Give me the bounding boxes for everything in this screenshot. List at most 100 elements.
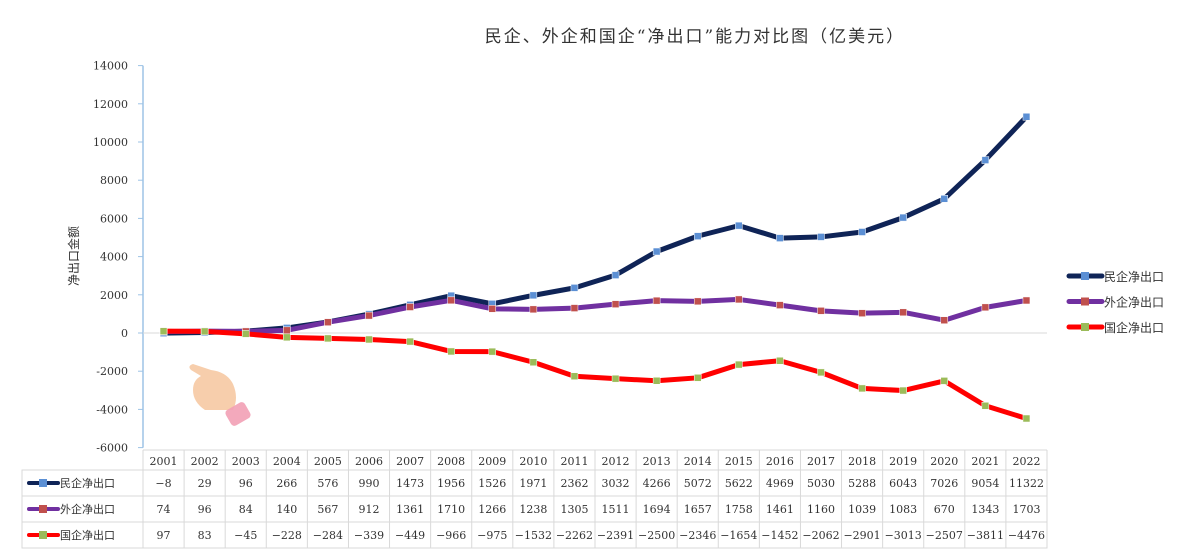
chart-title: 民企、外企和国企“净出口”能力对比图（亿美元） xyxy=(485,27,905,47)
y-tick-label: -6000 xyxy=(96,442,128,455)
data-point xyxy=(447,347,455,356)
table-cell: −284 xyxy=(313,529,343,542)
table-cell: 29 xyxy=(198,477,212,490)
table-cell: 96 xyxy=(198,503,212,516)
data-point xyxy=(858,309,866,317)
data-point xyxy=(735,221,743,230)
data-point xyxy=(529,305,538,314)
table-cell: 1657 xyxy=(684,503,712,516)
data-point xyxy=(899,213,907,222)
table-cell: 1473 xyxy=(396,477,424,490)
data-point xyxy=(159,327,168,335)
table-cell: 1361 xyxy=(396,503,424,516)
table-cell: −975 xyxy=(477,529,507,542)
data-point xyxy=(981,303,990,312)
table-row-label: 国企净出口 xyxy=(60,528,115,542)
data-point xyxy=(899,308,907,317)
table-cell: −2062 xyxy=(802,529,839,542)
table-cell: 5072 xyxy=(684,477,712,490)
x-tick-label: 2017 xyxy=(807,455,835,468)
legend-marker xyxy=(1081,323,1089,331)
x-tick-label: 2020 xyxy=(930,455,958,468)
table-cell: 11322 xyxy=(1009,477,1044,490)
table-cell: 2362 xyxy=(560,477,588,490)
table-cell: −8 xyxy=(155,477,171,490)
table-cell: 1956 xyxy=(437,477,465,490)
x-tick-label: 2016 xyxy=(766,455,794,468)
y-tick-label: 8000 xyxy=(100,174,128,187)
table-cell: 1083 xyxy=(889,503,917,516)
data-point xyxy=(776,234,784,242)
table-cell: 912 xyxy=(359,503,380,516)
table-cell: 97 xyxy=(157,529,171,542)
table-cell: 7026 xyxy=(930,477,958,490)
table-cell: 6043 xyxy=(889,477,917,490)
table-cell: 1039 xyxy=(848,503,876,516)
x-tick-label: 2009 xyxy=(478,455,506,468)
x-tick-label: 2021 xyxy=(971,455,999,468)
table-cell: 1238 xyxy=(519,503,547,516)
data-point xyxy=(693,297,702,306)
table-cell: 4969 xyxy=(766,477,794,490)
table-cell: −966 xyxy=(436,529,466,542)
y-tick-label: 6000 xyxy=(100,212,128,225)
data-point xyxy=(981,402,990,410)
x-tick-label: 2015 xyxy=(725,455,753,468)
table-cell: −45 xyxy=(234,529,257,542)
table-cell: −2507 xyxy=(926,529,963,542)
legend-label: 民企净出口 xyxy=(1104,269,1164,284)
x-tick-label: 2005 xyxy=(314,455,342,468)
y-tick-label: -4000 xyxy=(96,403,128,416)
data-point xyxy=(529,291,538,300)
table-cell: 1694 xyxy=(643,503,671,516)
table-cell: 670 xyxy=(934,503,955,516)
table-legend-marker xyxy=(39,531,47,539)
data-point xyxy=(652,296,661,305)
data-point xyxy=(940,377,949,385)
x-tick-label: 2013 xyxy=(643,455,671,468)
table-row-label: 民企净出口 xyxy=(60,476,115,490)
table-cell: 5030 xyxy=(807,477,835,490)
table-cell: 1160 xyxy=(807,503,835,516)
table-cell: 140 xyxy=(276,503,297,516)
y-tick-label: 4000 xyxy=(100,251,128,264)
data-point xyxy=(1022,296,1031,305)
data-point xyxy=(611,271,620,279)
data-point xyxy=(611,374,620,383)
y-tick-label: -2000 xyxy=(96,365,128,378)
x-tick-label: 2010 xyxy=(519,455,547,468)
table-cell: 1266 xyxy=(478,503,506,516)
table-legend-marker xyxy=(39,479,47,487)
x-tick-label: 2019 xyxy=(889,455,917,468)
data-point xyxy=(735,295,743,304)
y-tick-label: 10000 xyxy=(93,136,128,149)
hand-cursor-icon xyxy=(189,364,251,426)
table-cell: 1343 xyxy=(971,503,999,516)
data-point xyxy=(406,303,414,311)
data-point xyxy=(283,326,291,335)
data-point xyxy=(981,156,990,164)
table-cell: −2500 xyxy=(638,529,675,542)
data-point xyxy=(652,377,661,385)
table-cell: 1305 xyxy=(560,503,588,516)
y-tick-label: 12000 xyxy=(93,98,128,111)
data-point xyxy=(858,384,866,393)
table-cell: 266 xyxy=(276,477,297,490)
data-point xyxy=(899,386,907,395)
table-cell: 576 xyxy=(317,477,338,490)
y-axis-label: 净出口金额 xyxy=(66,226,81,286)
data-point xyxy=(735,360,743,369)
data-point xyxy=(283,333,291,342)
table-cell: 990 xyxy=(359,477,380,490)
data-point xyxy=(365,311,373,320)
table-cell: −1452 xyxy=(761,529,798,542)
data-point xyxy=(817,307,825,315)
table-cell: 1526 xyxy=(478,477,506,490)
data-point xyxy=(488,347,497,356)
table-cell: −3013 xyxy=(885,529,922,542)
table-cell: 3032 xyxy=(602,477,630,490)
x-tick-label: 2008 xyxy=(437,455,465,468)
table-cell: −1654 xyxy=(720,529,757,542)
table-row-label: 外企净出口 xyxy=(60,502,115,516)
